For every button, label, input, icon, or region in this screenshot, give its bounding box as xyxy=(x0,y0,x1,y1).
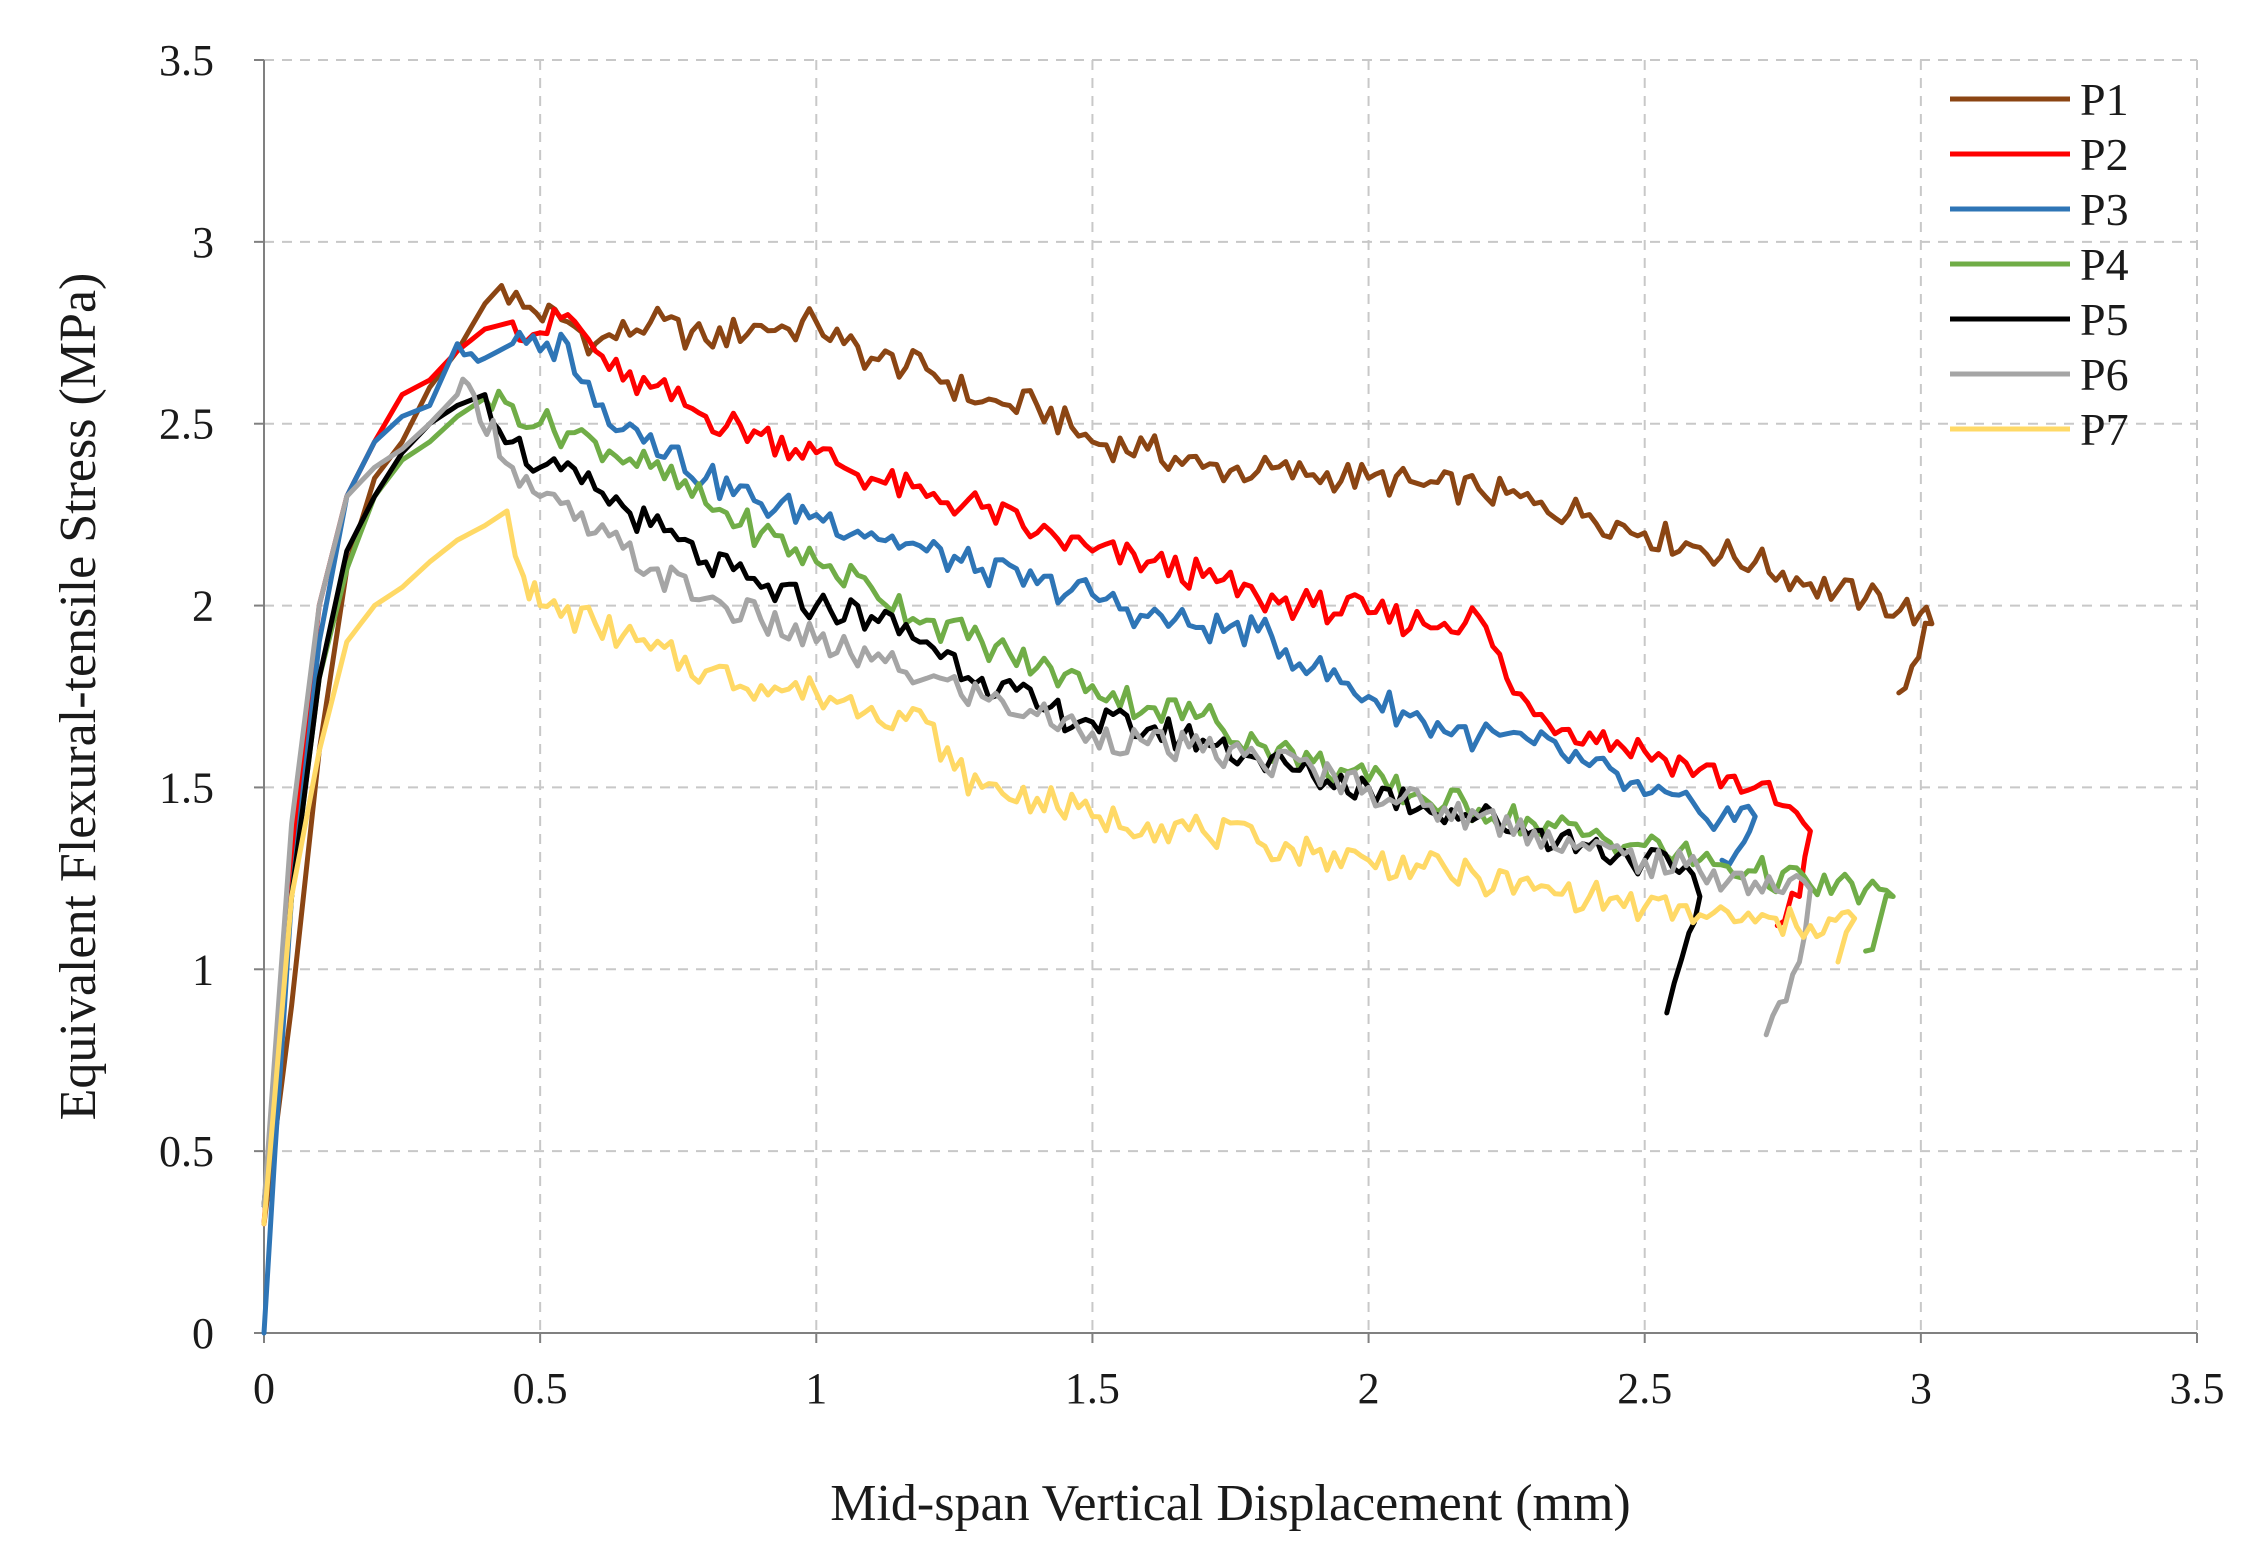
y-tick-label: 0 xyxy=(192,1309,214,1358)
series-line-p4 xyxy=(261,388,1896,1209)
legend-label-p3: P3 xyxy=(2080,184,2129,235)
series-line-p3 xyxy=(261,329,1758,1336)
legend-label-p5: P5 xyxy=(2080,294,2129,345)
y-tick-label: 3 xyxy=(192,218,214,267)
x-tick-label: 0 xyxy=(253,1364,275,1413)
x-tick-label: 3 xyxy=(1910,1364,1932,1413)
series-line-p6 xyxy=(261,376,1813,1209)
grid xyxy=(264,59,2198,1333)
legend-label-p4: P4 xyxy=(2080,239,2129,290)
x-tick-label: 1 xyxy=(805,1364,827,1413)
x-tick-label: 2 xyxy=(1358,1364,1380,1413)
y-tick-label: 2 xyxy=(192,582,214,631)
x-axis-title: Mid-span Vertical Displacement (mm) xyxy=(830,1475,1631,1532)
legend-label-p1: P1 xyxy=(2080,74,2129,125)
legend-label-p6: P6 xyxy=(2080,349,2129,400)
y-tick-label: 1.5 xyxy=(159,763,214,812)
x-tick-label: 2.5 xyxy=(1617,1364,1672,1413)
series-lines xyxy=(261,283,1935,1336)
y-axis-title: Equivalent Flexural-tensile Stress (MPa) xyxy=(50,273,107,1121)
series-line-p5 xyxy=(261,392,1703,1209)
legend-label-p2: P2 xyxy=(2080,129,2129,180)
y-tick-label: 3.5 xyxy=(159,36,214,85)
series-line-p7 xyxy=(261,508,1858,1227)
series-line-p1 xyxy=(261,283,1935,1227)
y-tick-label: 0.5 xyxy=(159,1127,214,1176)
y-tick-label: 2.5 xyxy=(159,400,214,449)
x-tick-label: 3.5 xyxy=(2170,1364,2225,1413)
legend-label-p7: P7 xyxy=(2080,404,2129,455)
x-tick-label: 0.5 xyxy=(513,1364,568,1413)
tick-labels: 0 0.5 1 1.5 2 2.5 3 3.5 0 0.5 1 1.5 2 2.5 3 3.5 xyxy=(159,36,2225,1413)
x-tick-label: 1.5 xyxy=(1065,1364,1120,1413)
y-tick-label: 1 xyxy=(192,945,214,994)
axes xyxy=(254,59,2198,1343)
